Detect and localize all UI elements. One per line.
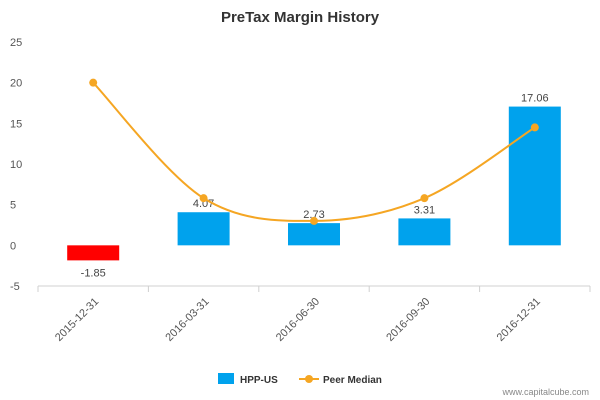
peer-median-point xyxy=(199,194,208,203)
legend-label-peer-median: Peer Median xyxy=(323,375,382,386)
bar xyxy=(67,245,120,261)
peer-median-point xyxy=(310,216,318,225)
legend-swatch-hpp-us xyxy=(218,373,234,384)
x-tick-label: 2016-09-30 xyxy=(384,296,432,344)
y-tick-label: -5 xyxy=(10,281,20,293)
y-tick-label: 10 xyxy=(10,159,22,171)
peer-median-point xyxy=(420,194,429,203)
chart-title: PreTax Margin History xyxy=(221,9,380,26)
watermark: www.capitalcube.com xyxy=(501,387,589,397)
bar-value-label: 3.31 xyxy=(414,204,435,216)
x-axis: 2015-12-31 2016-03-31 2016-06-30 2016-09-30… xyxy=(37,285,591,344)
y-tick-label: 20 xyxy=(10,78,22,90)
y-axis: -5 0 5 10 15 20 25 xyxy=(10,37,22,293)
x-tick-label: 2016-03-31 xyxy=(163,296,211,344)
x-tick-label: 2016-06-30 xyxy=(274,296,322,344)
y-tick-label: 15 xyxy=(10,118,22,130)
bar-series xyxy=(67,106,561,261)
peer-median-line xyxy=(92,81,536,222)
peer-median-point xyxy=(530,123,539,132)
x-tick-label: 2015-12-31 xyxy=(53,296,101,344)
y-tick-label: 5 xyxy=(10,200,16,212)
legend-label-hpp-us: HPP-US xyxy=(240,375,278,386)
bar xyxy=(177,212,230,246)
bar-value-label: -1.85 xyxy=(81,267,106,279)
peer-median-series xyxy=(89,78,539,225)
legend: HPP-US Peer Median xyxy=(218,373,382,386)
bar xyxy=(288,223,340,246)
bar xyxy=(398,218,451,246)
y-tick-label: 0 xyxy=(10,240,16,252)
legend-swatch-peer-median-marker xyxy=(305,375,313,383)
peer-median-point xyxy=(89,78,98,87)
bar-value-label: 17.06 xyxy=(521,93,549,105)
bar-value-label: 2.73 xyxy=(303,209,324,221)
y-tick-label: 25 xyxy=(10,37,22,49)
x-tick-label: 2016-12-31 xyxy=(495,296,543,344)
